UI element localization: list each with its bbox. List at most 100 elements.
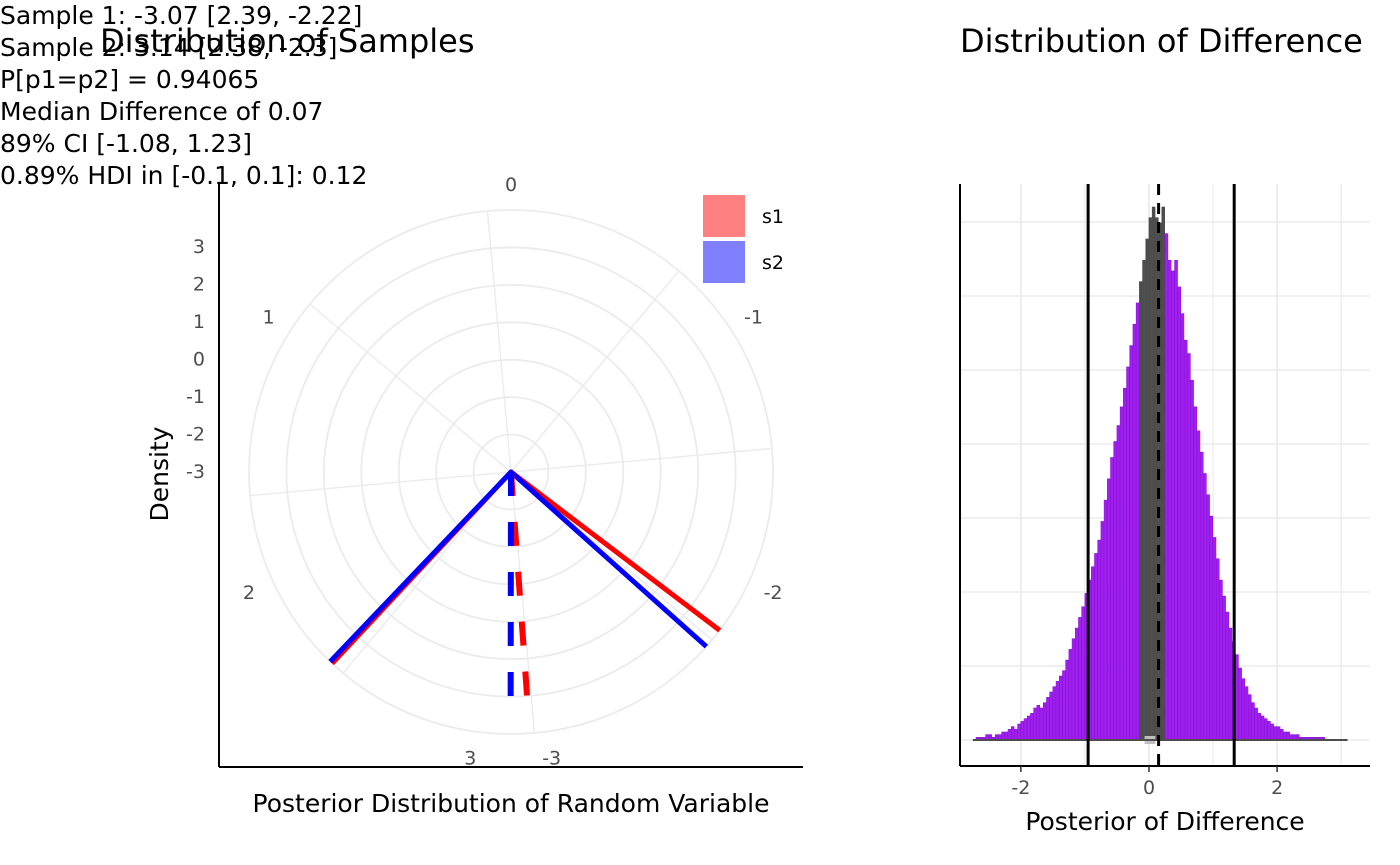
hist-bar	[1062, 670, 1066, 741]
hist-bar	[1097, 539, 1101, 741]
series-s2-interval-line	[328, 469, 709, 664]
polar-angle-tick-label: -1	[744, 306, 763, 328]
hist-bar	[1238, 667, 1242, 741]
hist-bar	[1244, 686, 1249, 741]
polar-grid-spoke	[510, 471, 536, 734]
hist-bar	[1094, 553, 1098, 741]
hist-bar	[1171, 270, 1175, 741]
hist-bar	[1081, 606, 1085, 741]
hist-bar	[1014, 729, 1018, 741]
hist-bar	[1180, 313, 1185, 741]
hist-bar	[1123, 387, 1127, 741]
hist-bar	[1177, 286, 1182, 741]
polar-radial-tick-label: -1	[186, 386, 205, 408]
hist-bar	[1209, 515, 1214, 741]
hist-bar	[1110, 457, 1114, 741]
left-subtitle-line-3: P[p1=p2] = 0.94065	[0, 65, 260, 94]
hist-bar	[1174, 259, 1178, 741]
hist-bar	[1241, 678, 1246, 741]
series-s1-median-line	[508, 471, 532, 713]
hist-bar	[1260, 715, 1265, 741]
hist-bar	[1251, 702, 1255, 741]
hist-bar	[1206, 494, 1210, 741]
hist-bar	[1203, 473, 1207, 741]
polar-radial-tick-label: 3	[193, 236, 205, 258]
hist-bar	[1196, 430, 1201, 741]
hist-bar	[1107, 478, 1111, 741]
hist-bar	[1145, 238, 1149, 741]
polar-angle-tick-label: -2	[764, 582, 783, 604]
hist-bar	[1161, 206, 1166, 741]
hist-bar	[1235, 654, 1239, 741]
hist-bar	[1129, 345, 1133, 741]
hist-bar	[1103, 499, 1108, 741]
right-subtitle-line-3: 0.89% HDI in [-0.1, 0.1]: 0.12	[0, 161, 368, 190]
hist-bar	[1151, 206, 1156, 741]
hist-bar	[1183, 339, 1188, 741]
hist-bar	[1225, 611, 1230, 741]
polar-radial-tick-label: 2	[193, 274, 205, 296]
hist-bar	[1228, 627, 1233, 741]
hist-bar	[1075, 627, 1079, 741]
hist-bar	[1126, 366, 1130, 741]
hist-bar	[1142, 259, 1146, 741]
hist-bar	[1071, 638, 1076, 741]
left-chart-subtitle: Sample 1: -3.07 [2.39, -2.22] Sample 2: …	[0, 0, 1400, 96]
hist-bar	[1254, 707, 1258, 741]
polar-grid-circle	[360, 321, 662, 623]
right-subtitle-line-2: 89% CI [-1.08, 1.23]	[0, 129, 253, 158]
legend-swatch-s2	[703, 241, 745, 283]
hist-bar	[1215, 558, 1220, 741]
polar-legend: s1 s2	[703, 195, 784, 283]
hist-bar	[1091, 566, 1095, 741]
hist-bar	[1164, 233, 1169, 741]
polar-angle-tick-label: 1	[262, 306, 274, 328]
hist-bar	[1030, 713, 1034, 741]
hist-bar	[1119, 406, 1124, 741]
hist-bar	[1283, 731, 1287, 741]
hist-bar	[1058, 675, 1063, 741]
hist-bar	[1257, 713, 1262, 741]
hist-x-tick-label: -2	[1011, 777, 1030, 799]
polar-radial-tick-label: -2	[186, 424, 205, 446]
hist-bar	[1026, 715, 1031, 741]
hist-bar	[1199, 451, 1204, 741]
hist-bar	[1148, 217, 1153, 741]
hist-bar	[1020, 721, 1025, 741]
hist-bar	[1193, 406, 1198, 741]
hist-bar	[1004, 731, 1009, 741]
right-subtitle-line-1: Median Difference of 0.07	[0, 97, 324, 126]
hist-bar	[1065, 659, 1069, 741]
hist-bar	[1222, 595, 1226, 741]
hist-bar	[1052, 686, 1057, 741]
polar-angle-tick-label: -3	[542, 747, 561, 769]
right-chart-subtitle: Median Difference of 0.07 89% CI [-1.08,…	[0, 96, 1400, 192]
legend-label-s2: s2	[762, 252, 784, 274]
hist-bar	[1042, 702, 1047, 741]
hist-bar	[1007, 729, 1012, 741]
hist-x-axis-title: Posterior of Difference	[1025, 807, 1304, 836]
hist-bar	[1135, 302, 1140, 741]
polar-radial-tick-label: 0	[193, 349, 205, 371]
hist-bar	[1247, 694, 1252, 741]
polar-grid-circle	[472, 433, 550, 511]
polar-grid-spoke	[249, 471, 512, 497]
polar-x-axis-title: Posterior Distribution of Random Variabl…	[253, 789, 770, 818]
polar-angle-tick-label: 2	[243, 582, 255, 604]
polar-chart: 3 -3 -2 -1 0 1 2 3 2 1 0 -1 -2 -3 Posterior Distributi…	[145, 174, 803, 818]
hist-bar	[1010, 726, 1015, 741]
polar-grid-spoke	[510, 447, 773, 473]
hist-bar	[1033, 707, 1037, 741]
polar-angle-tick-label: 0	[505, 174, 517, 196]
hist-bar	[1132, 323, 1137, 741]
legend-label-s1: s1	[762, 206, 784, 228]
polar-grid-circle	[322, 283, 700, 661]
polar-radial-tick-label: 1	[193, 311, 205, 333]
hist-bar	[1049, 691, 1053, 741]
left-subtitle-line-1: Sample 1: -3.07 [2.39, -2.22]	[0, 1, 363, 30]
hist-bar	[1039, 707, 1044, 741]
hist-bar	[1280, 729, 1284, 741]
hist-bar	[1212, 537, 1217, 741]
hist-bar	[1017, 723, 1021, 741]
